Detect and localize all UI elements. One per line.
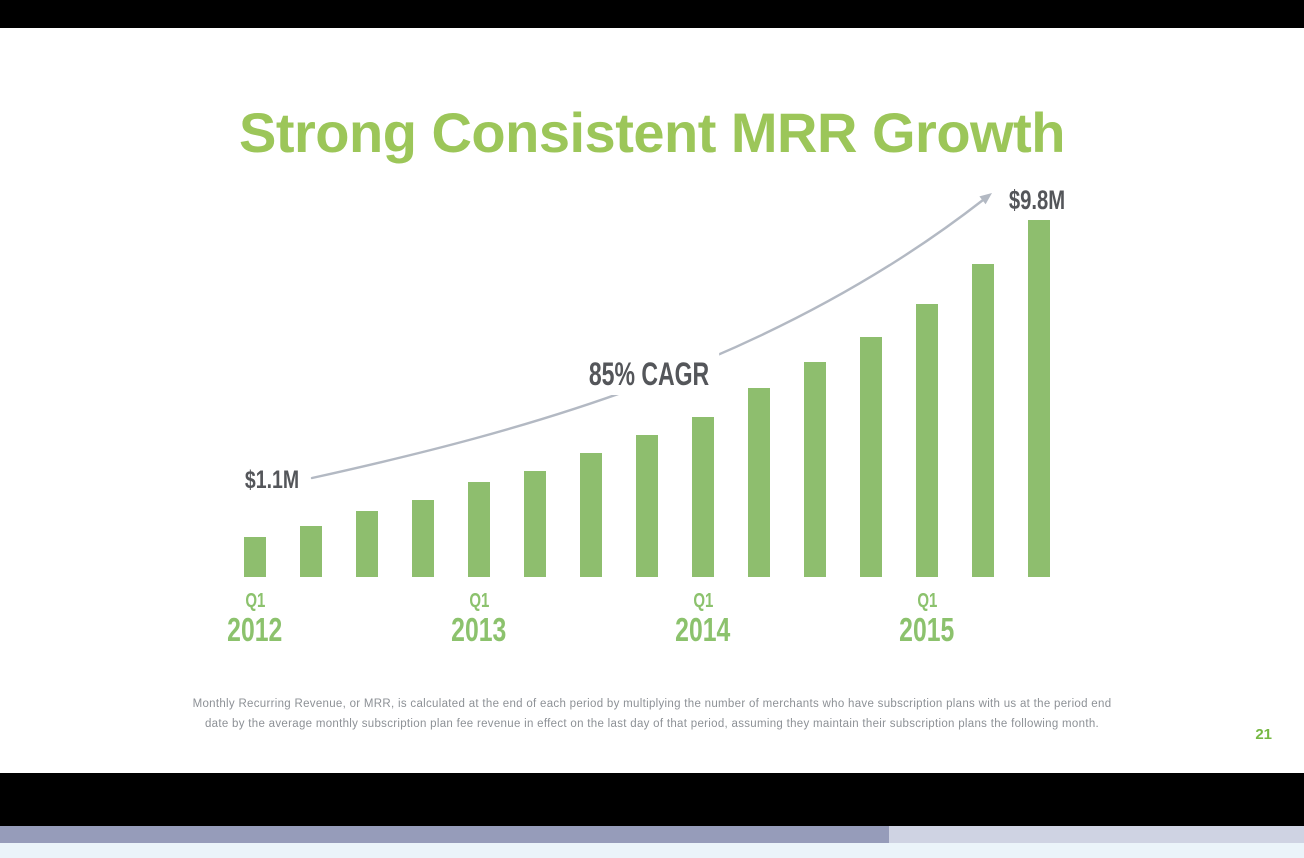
tick-year-label: 2015 [899, 611, 955, 648]
mrr-bar [412, 500, 434, 577]
bottom-strip [0, 843, 1304, 858]
mrr-bar [300, 526, 322, 577]
x-axis-tick: Q1 2012 [195, 590, 315, 648]
footnote: Monthly Recurring Revenue, or MRR, is ca… [0, 694, 1304, 734]
x-axis-ticks: Q1 2012 Q1 2013 Q1 2014 Q1 2015 [0, 28, 1304, 773]
tick-quarter-label: Q1 [916, 590, 938, 612]
tick-year-label: 2013 [451, 611, 507, 648]
x-axis-tick: Q1 2013 [419, 590, 539, 648]
tick-year-label: 2014 [675, 611, 731, 648]
tick-quarter-label: Q1 [468, 590, 490, 612]
mrr-bar [244, 537, 266, 577]
footnote-line-2: date by the average monthly subscription… [204, 718, 1100, 730]
mrr-bar [468, 482, 490, 577]
end-value-label: $9.8M [1008, 185, 1066, 215]
mrr-bar [972, 264, 994, 577]
x-axis-tick: Q1 2014 [643, 590, 763, 648]
scrollbar-thumb[interactable] [0, 826, 889, 843]
mrr-bar [748, 388, 770, 577]
mrr-bar [692, 417, 714, 577]
tick-year-label: 2012 [227, 611, 283, 648]
slide-title: Strong Consistent MRR Growth [239, 101, 1065, 164]
arrowhead-icon [979, 193, 992, 205]
mrr-bar [916, 304, 938, 577]
bottom-black-bar [0, 773, 1304, 826]
top-black-bar [0, 0, 1304, 28]
bars [0, 28, 1304, 773]
cagr-label: 85% CAGR [578, 353, 720, 395]
footnote-line-1: Monthly Recurring Revenue, or MRR, is ca… [192, 698, 1112, 710]
x-axis-tick: Q1 2015 [867, 590, 987, 648]
mrr-bar [1028, 220, 1050, 577]
page-number: 21 [1255, 726, 1272, 743]
mrr-bar [524, 471, 546, 577]
mrr-bar [804, 362, 826, 577]
start-value-label: $1.1M [244, 466, 300, 494]
mrr-bar [356, 511, 378, 577]
mrr-bar [636, 435, 658, 577]
mrr-bar [580, 453, 602, 577]
tick-quarter-label: Q1 [244, 590, 266, 612]
mrr-bar [860, 337, 882, 577]
tick-quarter-label: Q1 [692, 590, 714, 612]
slide: Strong Consistent MRR Growth Q1 2012 Q1 201… [0, 28, 1304, 773]
horizontal-scrollbar[interactable] [0, 826, 1304, 843]
